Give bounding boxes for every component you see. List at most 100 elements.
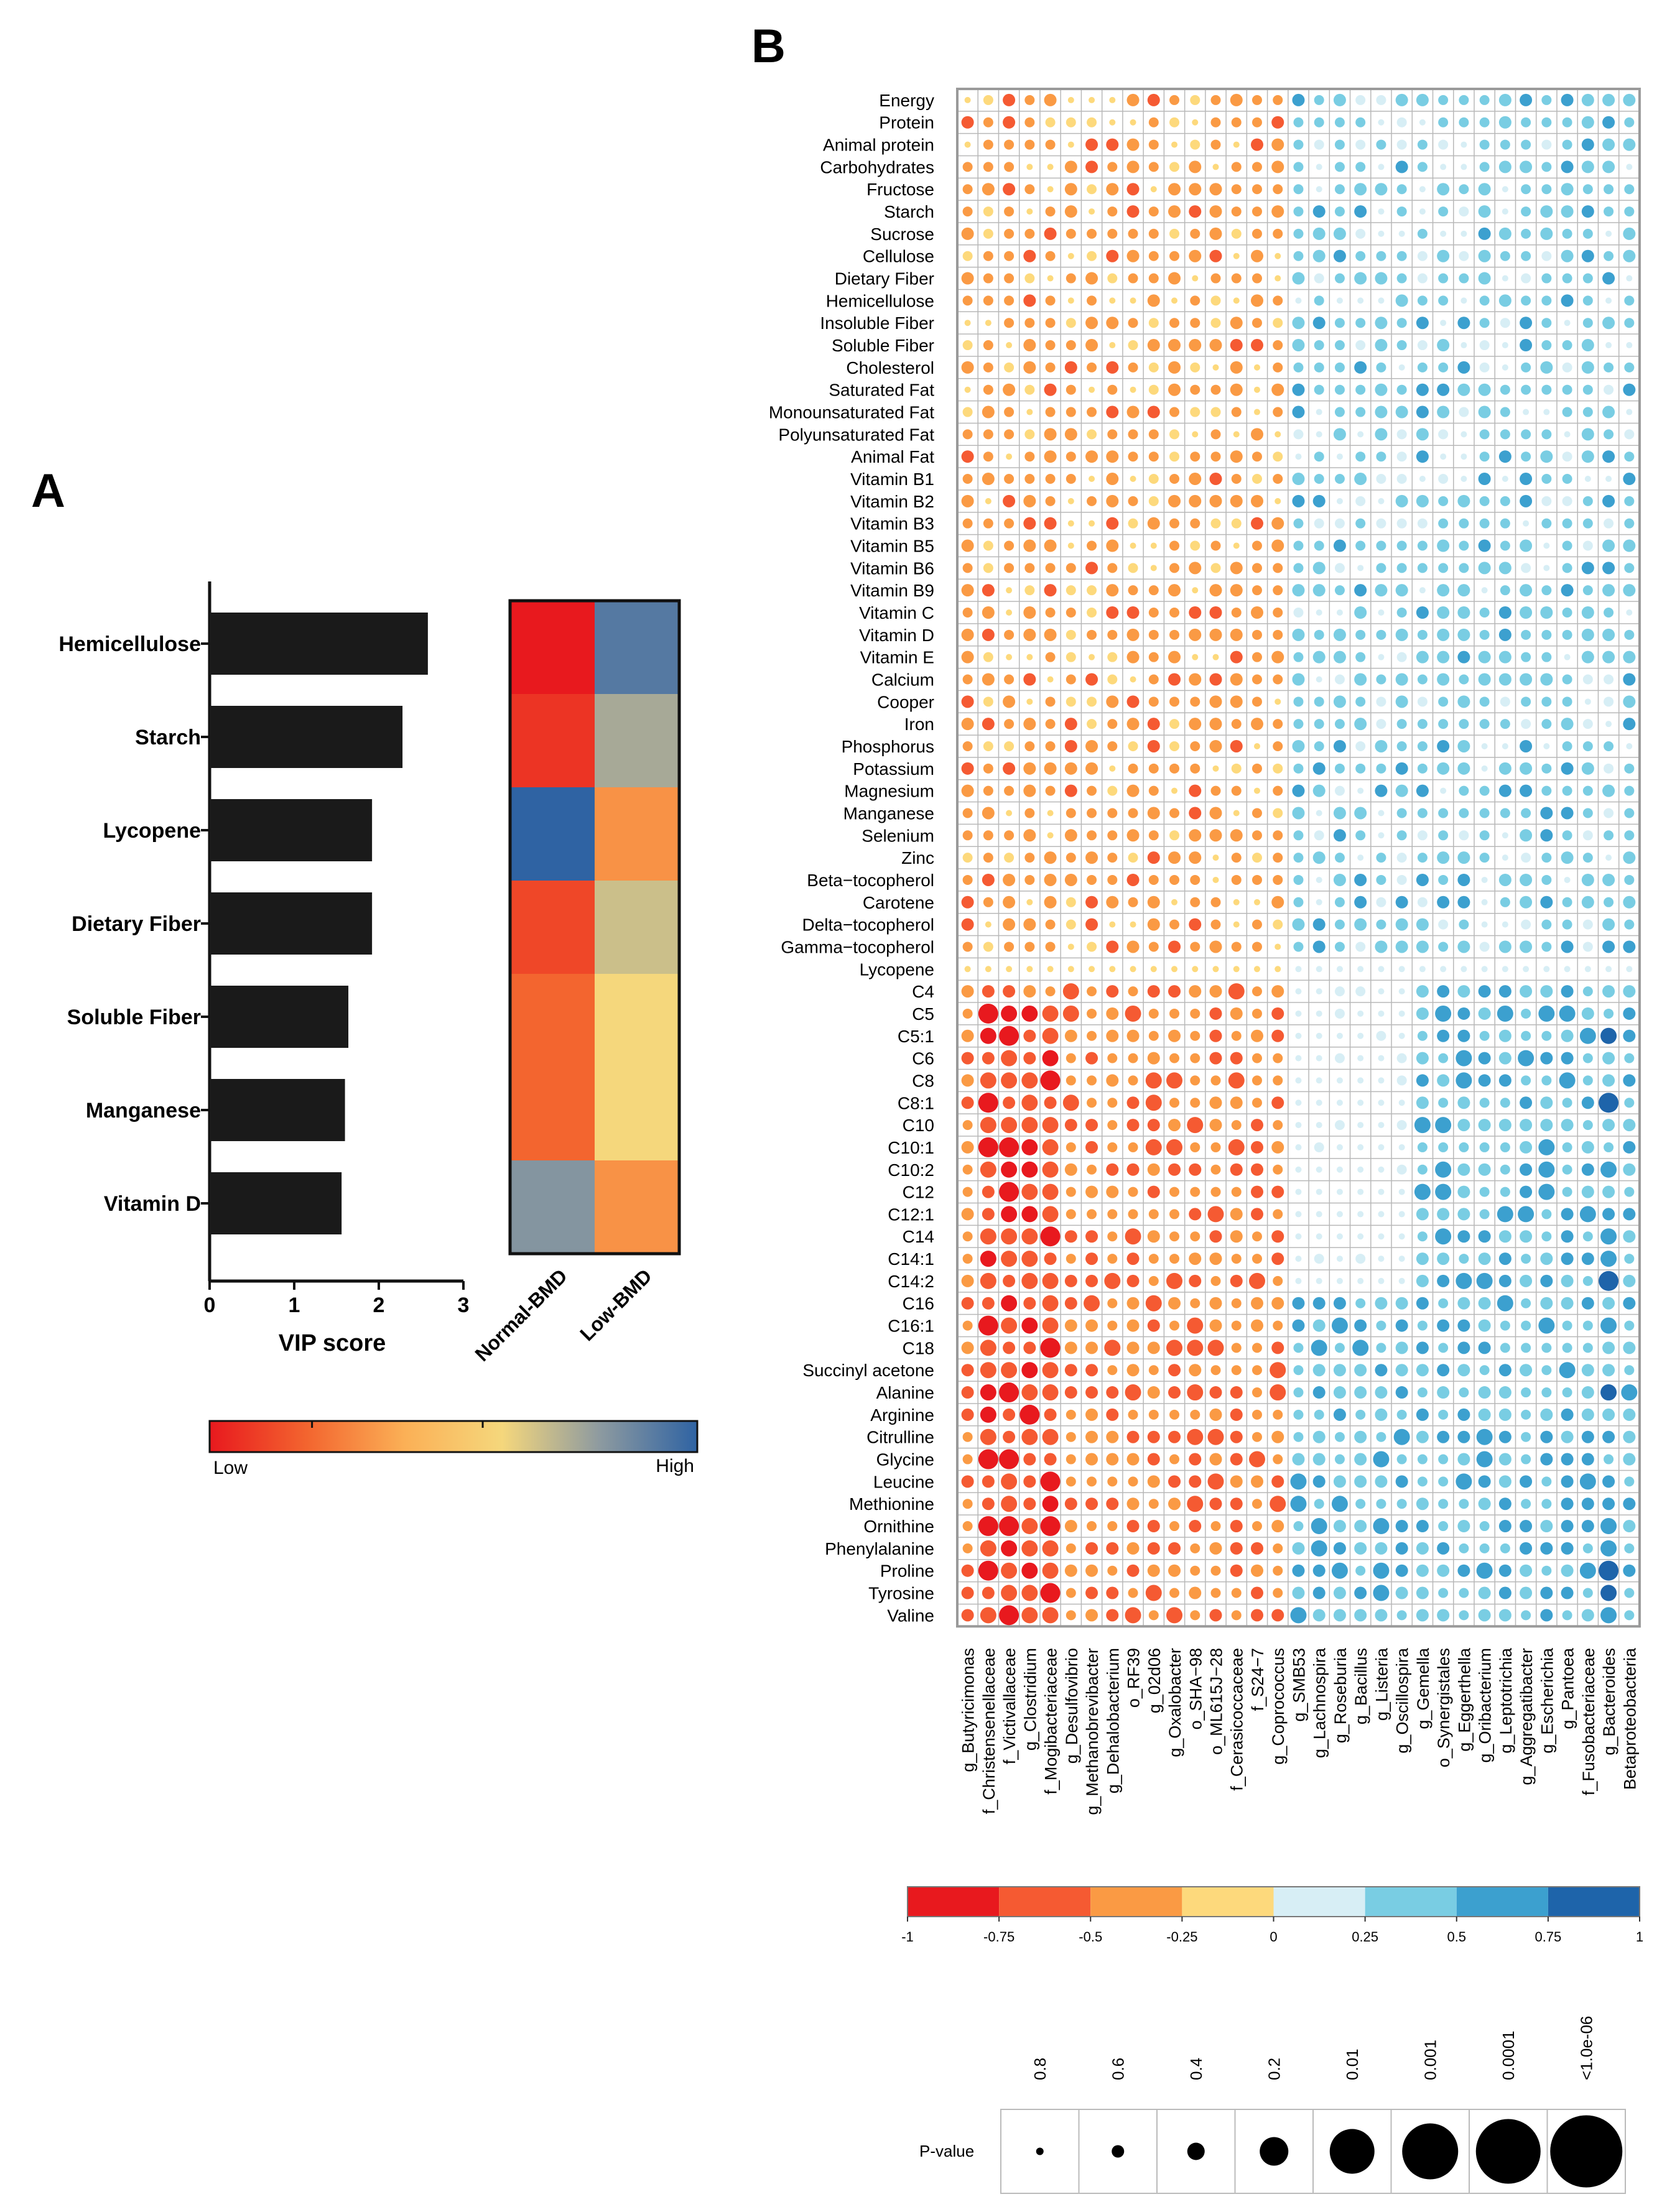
correlation-dot <box>1355 1254 1366 1264</box>
correlation-dot <box>1085 1364 1098 1377</box>
correlation-dot <box>1147 517 1160 530</box>
correlation-dot <box>961 1609 974 1622</box>
correlation-dot <box>1417 518 1428 529</box>
correlation-dot <box>1084 1295 1100 1312</box>
correlation-dot <box>1087 585 1097 596</box>
correlation-dot <box>1168 1029 1181 1042</box>
correlation-dot <box>1087 362 1097 373</box>
correlation-dot <box>1168 1542 1181 1555</box>
correlation-dot <box>1600 1027 1617 1044</box>
correlation-dot <box>1168 1364 1181 1377</box>
correlation-dot <box>1003 93 1016 106</box>
correlation-dot <box>1520 829 1533 842</box>
p-value-label: 0.2 <box>1265 2058 1283 2080</box>
correlation-dot <box>1540 450 1553 463</box>
correlation-dot <box>1106 473 1119 486</box>
correlation-dot <box>1600 1384 1617 1401</box>
correlation-dot <box>1312 1430 1326 1443</box>
correlation-dot <box>1106 317 1119 330</box>
correlation-dot <box>1416 450 1429 463</box>
colorbar-tick-label: 1 <box>1636 1929 1643 1945</box>
correlation-dot <box>1562 741 1572 751</box>
correlation-dot <box>1498 1564 1511 1577</box>
correlation-dot <box>1169 741 1180 751</box>
correlation-dot <box>1562 340 1572 351</box>
p-value-dot <box>1402 2123 1459 2180</box>
correlation-dot <box>1457 1119 1470 1132</box>
correlation-dot <box>1128 897 1138 907</box>
correlation-dot <box>1107 429 1118 440</box>
correlation-dot <box>1357 1032 1364 1039</box>
correlation-dot <box>1145 1139 1162 1155</box>
correlation-dot <box>1457 1185 1470 1198</box>
correlation-dot <box>1354 473 1367 486</box>
correlation-dot <box>1378 1188 1385 1195</box>
correlation-dot <box>962 1008 973 1019</box>
correlation-dot <box>1540 1274 1553 1287</box>
correlation-dot <box>1003 1341 1016 1354</box>
correlation-dot <box>1357 1099 1364 1106</box>
correlation-dot <box>1148 228 1159 239</box>
correlation-dot <box>1147 1119 1160 1132</box>
correlation-dot <box>1354 361 1367 374</box>
correlation-dot <box>1126 1096 1140 1109</box>
row-label: Leucine <box>873 1472 934 1491</box>
column-label: g_Oxalobacter <box>1166 1648 1184 1757</box>
correlation-dot <box>983 251 993 261</box>
correlation-dot <box>1624 117 1635 127</box>
correlation-dot <box>1459 919 1469 930</box>
correlation-dot <box>1624 1053 1635 1063</box>
correlation-dot <box>1128 518 1138 529</box>
correlation-dot <box>1540 1586 1553 1599</box>
correlation-dot <box>1623 1163 1636 1176</box>
correlation-dot <box>1478 1408 1491 1421</box>
correlation-dot <box>1271 160 1284 174</box>
correlation-dot <box>1396 1075 1407 1086</box>
row-label: Fructose <box>866 180 934 199</box>
correlation-dot <box>1130 476 1136 483</box>
correlation-dot <box>962 162 973 172</box>
correlation-dot <box>1210 897 1221 907</box>
heat-cell <box>510 1160 595 1254</box>
correlation-dot <box>961 1029 974 1042</box>
correlation-dot <box>1230 1453 1243 1466</box>
row-label: Cellulose <box>863 247 934 266</box>
correlation-dot <box>1045 696 1056 707</box>
correlation-dot <box>1500 1098 1510 1108</box>
correlation-dot <box>1541 874 1552 885</box>
correlation-dot <box>1498 1520 1511 1533</box>
correlation-dot <box>1520 985 1533 998</box>
correlation-dot <box>1582 942 1593 952</box>
correlation-dot <box>1314 295 1324 306</box>
correlation-dot <box>1021 1206 1038 1223</box>
correlation-dot <box>1067 943 1074 950</box>
correlation-dot <box>1396 451 1407 462</box>
correlation-dot <box>1562 696 1572 707</box>
correlation-dot <box>1021 1117 1038 1134</box>
correlation-dot <box>1295 1233 1302 1240</box>
correlation-dot <box>1295 1122 1302 1129</box>
correlation-dot <box>1561 1497 1574 1511</box>
row-label: Succinyl acetone <box>802 1361 934 1380</box>
correlation-dot <box>1604 696 1614 707</box>
row-label: Potassium <box>853 759 934 779</box>
correlation-dot <box>1044 584 1057 597</box>
column-label: f_S24−7 <box>1248 1648 1267 1711</box>
correlation-dot <box>1498 1408 1511 1421</box>
correlation-dot <box>1459 518 1469 529</box>
correlation-dot <box>1416 1341 1429 1354</box>
correlation-dot <box>1168 1297 1181 1310</box>
correlation-dot <box>1316 1122 1322 1129</box>
correlation-dot <box>1457 985 1470 998</box>
correlation-dot <box>1541 1209 1552 1219</box>
correlation-dot <box>1541 496 1552 506</box>
correlation-dot <box>1189 628 1202 641</box>
category-label: Hemicellulose <box>58 632 201 656</box>
correlation-dot <box>1478 383 1491 396</box>
correlation-dot <box>1190 1231 1200 1242</box>
correlation-dot <box>1169 1409 1180 1420</box>
correlation-dot <box>980 1362 996 1379</box>
correlation-dot <box>1334 986 1345 997</box>
correlation-dot <box>1147 851 1160 864</box>
correlation-dot <box>1233 899 1240 905</box>
